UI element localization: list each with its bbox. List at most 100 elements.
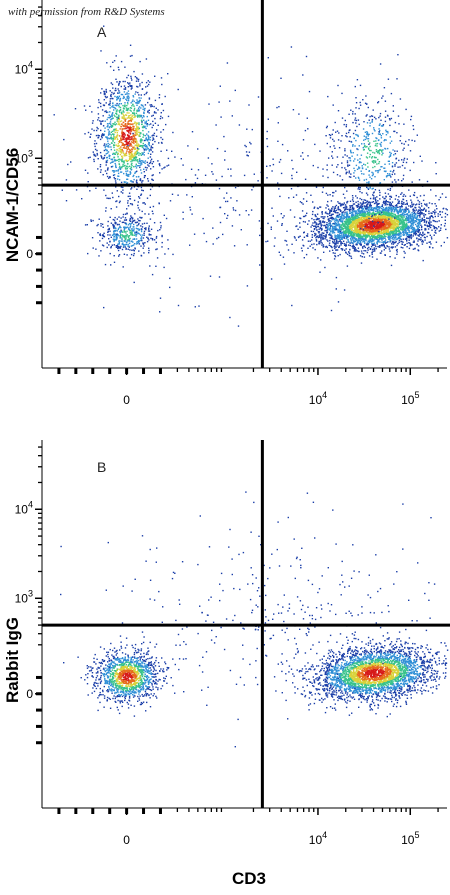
data-point xyxy=(125,142,128,144)
data-point xyxy=(428,224,431,226)
data-point xyxy=(409,220,412,222)
data-point xyxy=(376,216,379,218)
data-point xyxy=(397,216,399,219)
data-point xyxy=(367,203,369,205)
data-point xyxy=(121,248,124,251)
data-point xyxy=(113,146,115,149)
data-point xyxy=(101,137,103,139)
data-point xyxy=(383,244,385,246)
data-point xyxy=(147,80,149,82)
data-point xyxy=(120,186,123,188)
data-point xyxy=(339,217,342,220)
data-point xyxy=(410,199,412,201)
data-point xyxy=(355,219,357,221)
data-point xyxy=(421,239,424,242)
data-point xyxy=(147,110,149,112)
data-point xyxy=(400,246,402,249)
data-point xyxy=(349,216,351,218)
data-point xyxy=(132,220,134,222)
data-point xyxy=(103,92,106,94)
data-point xyxy=(147,136,150,138)
data-point xyxy=(362,229,365,232)
data-point xyxy=(402,203,404,205)
data-point xyxy=(348,208,350,211)
data-point xyxy=(382,236,385,238)
data-point xyxy=(375,225,377,228)
data-point xyxy=(356,233,358,236)
data-point xyxy=(430,212,432,214)
data-point xyxy=(368,201,370,204)
data-point xyxy=(118,163,120,165)
data-point xyxy=(126,234,128,236)
data-point xyxy=(304,221,306,223)
data-point xyxy=(394,246,397,248)
data-point xyxy=(402,212,404,214)
data-point xyxy=(435,195,437,197)
data-point xyxy=(150,105,152,108)
data-point xyxy=(408,231,411,233)
data-point xyxy=(123,162,125,164)
data-point xyxy=(313,235,316,237)
data-point xyxy=(365,223,367,226)
data-point xyxy=(327,240,329,242)
data-point xyxy=(333,209,335,211)
data-point xyxy=(100,156,103,158)
data-point xyxy=(150,168,152,170)
data-point xyxy=(118,90,120,92)
data-point xyxy=(140,144,142,147)
data-point xyxy=(371,222,373,224)
data-point xyxy=(129,128,131,130)
data-point xyxy=(335,246,337,248)
data-point xyxy=(359,225,361,227)
data-point xyxy=(405,207,407,210)
data-point xyxy=(362,217,365,219)
data-point xyxy=(371,234,374,236)
data-point xyxy=(367,243,369,245)
data-point xyxy=(340,219,342,221)
data-point xyxy=(111,165,114,168)
data-point xyxy=(143,245,145,247)
data-point xyxy=(412,220,414,222)
data-point xyxy=(330,214,333,216)
data-point xyxy=(307,247,309,249)
data-point xyxy=(335,227,337,229)
data-point xyxy=(412,212,415,215)
data-point xyxy=(126,239,128,241)
data-point xyxy=(314,232,316,235)
data-point xyxy=(142,136,144,138)
data-point xyxy=(300,217,302,220)
data-point xyxy=(342,212,344,214)
data-point xyxy=(102,234,104,237)
data-point xyxy=(126,241,128,243)
data-point xyxy=(409,234,411,237)
data-point xyxy=(378,245,381,247)
data-point xyxy=(128,112,130,114)
data-point xyxy=(98,218,100,220)
data-point xyxy=(115,55,117,57)
data-point xyxy=(382,216,384,218)
data-point xyxy=(400,210,403,212)
data-point xyxy=(379,234,382,237)
data-point xyxy=(129,133,132,135)
data-point xyxy=(341,216,343,218)
data-point xyxy=(361,209,363,211)
data-point xyxy=(130,102,132,104)
data-point xyxy=(120,125,122,128)
data-point xyxy=(135,129,138,131)
data-point xyxy=(411,223,413,225)
data-point xyxy=(154,117,156,120)
data-point xyxy=(127,138,129,140)
data-point xyxy=(407,227,409,229)
data-point xyxy=(109,107,111,109)
data-point xyxy=(358,212,360,214)
data-point xyxy=(374,210,377,212)
data-point xyxy=(133,122,136,125)
data-point xyxy=(103,156,105,159)
data-point xyxy=(372,211,375,213)
data-point xyxy=(116,113,118,116)
data-point xyxy=(142,106,145,108)
data-point xyxy=(142,108,144,110)
data-point xyxy=(130,107,133,109)
data-point xyxy=(120,171,123,173)
data-point xyxy=(396,216,398,218)
